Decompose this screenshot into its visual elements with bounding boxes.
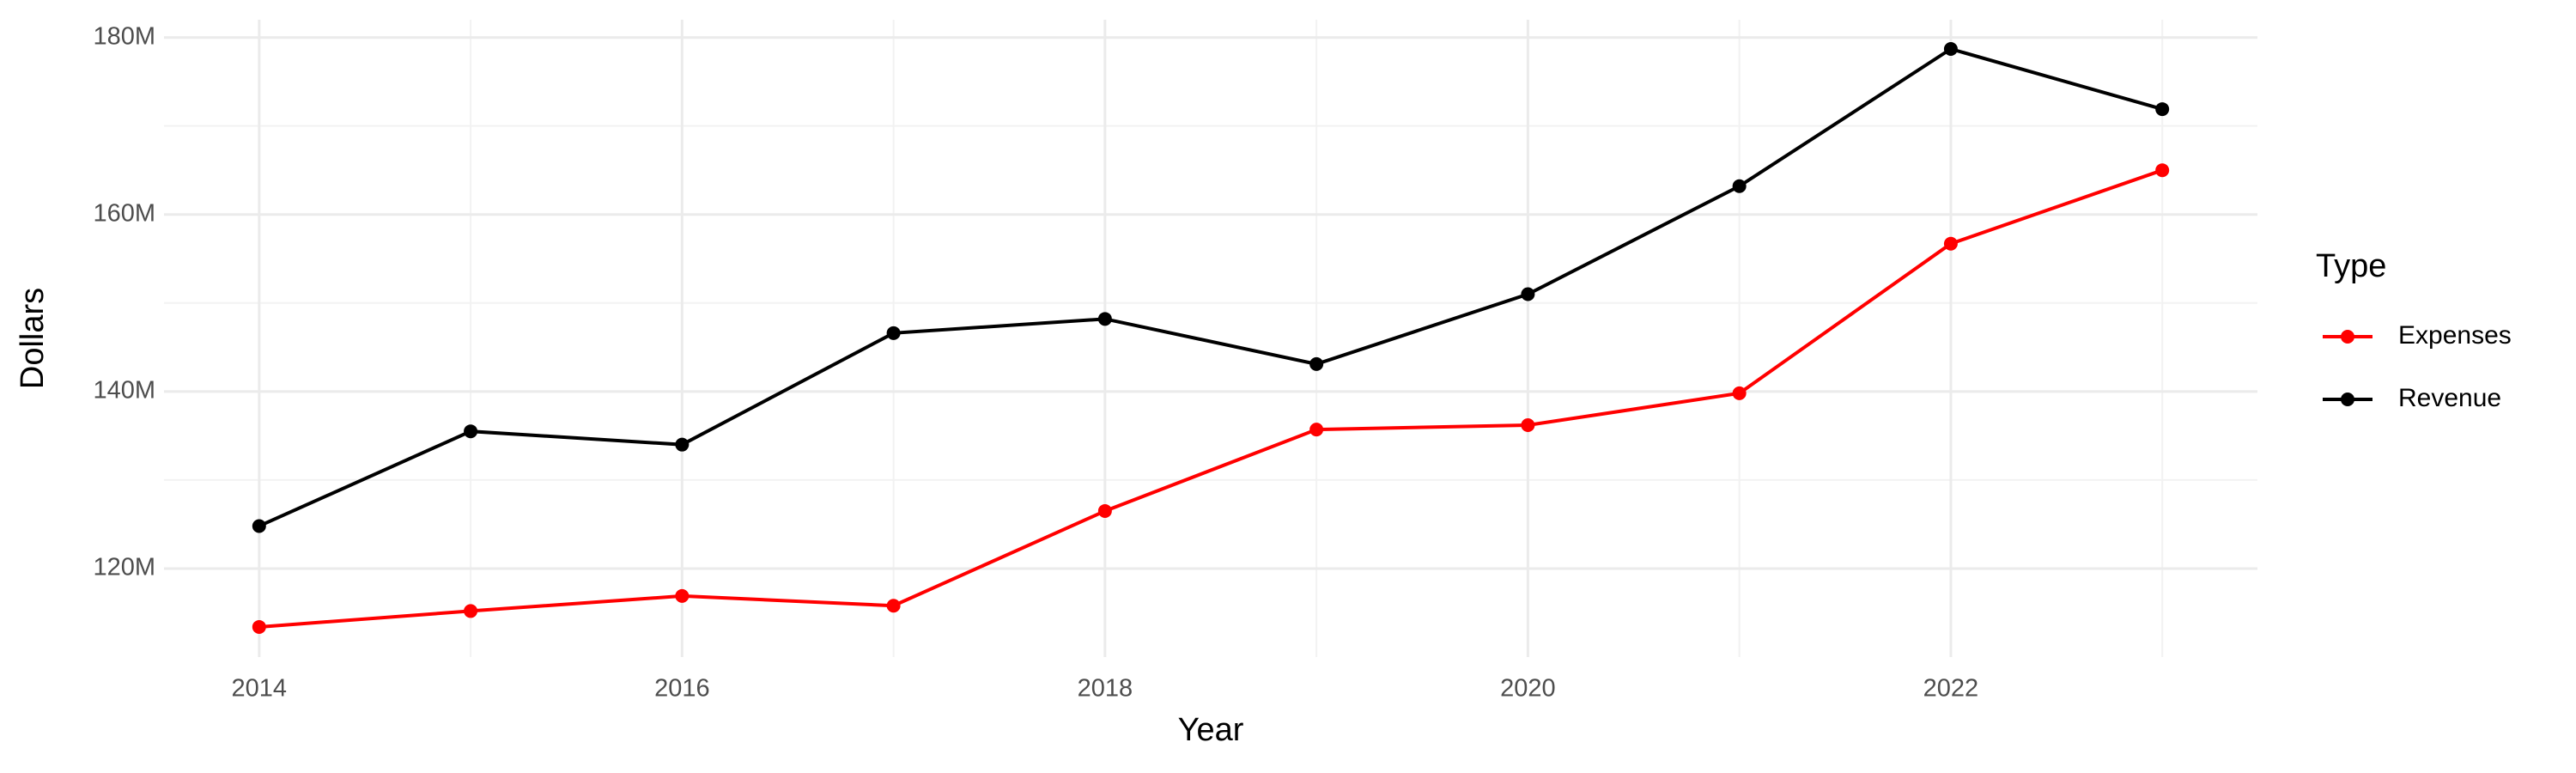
data-point — [1521, 417, 1535, 432]
data-point — [1097, 312, 1112, 326]
x-tick-label: 2014 — [232, 675, 288, 703]
legend-title: Type — [2316, 248, 2386, 284]
legend-label: Revenue — [2398, 384, 2501, 412]
data-point — [2155, 102, 2170, 117]
data-point — [1097, 503, 1112, 518]
data-point — [675, 437, 690, 452]
data-point — [675, 588, 690, 603]
series-line — [258, 46, 2163, 528]
y-axis-title: Dollars — [15, 288, 51, 389]
data-point — [1732, 179, 1747, 193]
legend-marker — [2341, 393, 2354, 406]
data-point — [1309, 356, 1324, 371]
x-tick-label: 2016 — [654, 675, 710, 703]
data-point — [1732, 386, 1747, 400]
data-point — [464, 604, 478, 618]
data-point — [1309, 423, 1324, 437]
data-point — [2155, 163, 2170, 178]
x-tick-label: 2020 — [1500, 675, 1556, 703]
y-tick-label: 120M — [93, 554, 155, 581]
x-axis-title: Year — [1178, 712, 1244, 748]
data-point — [886, 599, 901, 613]
legend-marker — [2341, 330, 2354, 344]
y-tick-label: 140M — [93, 376, 155, 404]
data-point — [252, 619, 266, 634]
y-tick-label: 160M — [93, 199, 155, 227]
legend-label: Expenses — [2398, 321, 2512, 350]
data-point — [252, 519, 266, 533]
y-tick-label: 180M — [93, 22, 155, 50]
x-tick-label: 2022 — [1923, 675, 1979, 703]
data-point — [1943, 236, 1958, 251]
data-point — [1521, 287, 1535, 301]
data-point — [464, 424, 478, 439]
data-point — [1943, 42, 1958, 57]
data-point — [886, 326, 901, 340]
series-line — [258, 168, 2163, 629]
x-tick-label: 2018 — [1078, 675, 1133, 703]
